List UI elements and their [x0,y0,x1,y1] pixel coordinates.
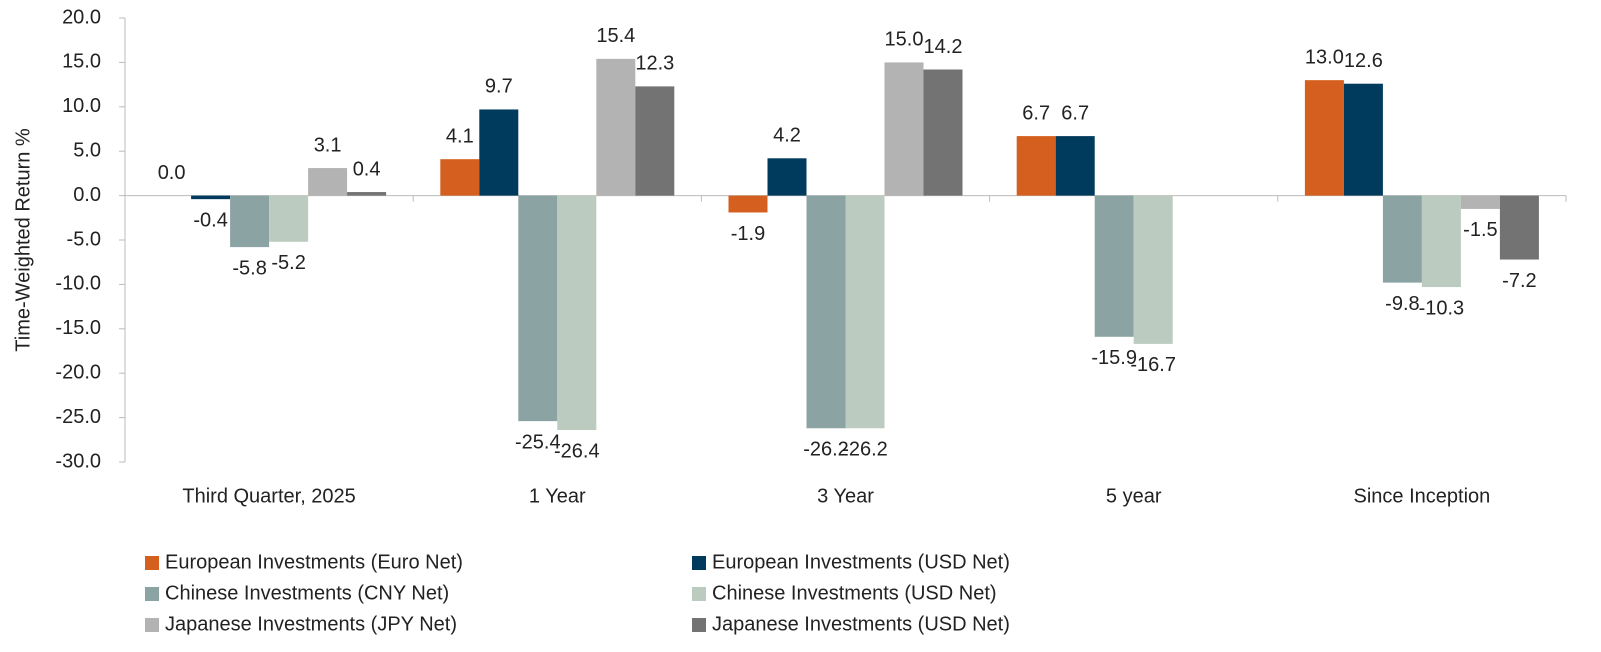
bar [479,109,519,196]
bar [308,168,348,196]
y-tick-label: 20.0 [62,6,101,28]
bar [518,195,558,422]
bar [557,195,597,431]
data-label: -5.8 [232,257,266,279]
data-label: -26.2 [842,439,888,461]
bar [191,195,231,200]
data-label: -15.9 [1091,347,1137,369]
x-tick-label: 1 Year [529,485,586,507]
bar [806,195,846,429]
data-label: 12.3 [635,53,674,75]
y-tick-label: -25.0 [55,406,101,428]
y-tick-label: 10.0 [62,95,101,117]
bar [923,69,963,196]
bar [845,195,885,429]
legend-label: European Investments (Euro Net) [165,551,463,573]
bar [1304,80,1344,196]
bar [1016,136,1056,196]
y-tick-label: -20.0 [55,361,101,383]
legend-swatch [145,587,159,601]
data-label: 15.0 [885,29,924,51]
legend-label: European Investments (USD Net) [712,551,1010,573]
y-tick-label: 15.0 [62,51,101,73]
bar [1460,195,1500,209]
bar [1421,195,1461,288]
data-label: -1.5 [1463,219,1497,241]
x-tick-label: 5 year [1106,485,1162,507]
bar [1055,136,1095,196]
data-label: -16.7 [1130,354,1176,376]
legend-label: Chinese Investments (USD Net) [712,582,997,604]
data-label: 4.1 [446,125,474,147]
data-label: -0.4 [193,209,227,231]
data-label: 9.7 [485,76,513,98]
data-label: 6.7 [1061,102,1089,124]
bar [440,159,480,196]
x-tick-label: 3 Year [817,485,874,507]
y-tick-label: -10.0 [55,273,101,295]
bar [767,158,807,196]
bar [230,195,270,248]
y-tick-label: -15.0 [55,317,101,339]
data-label: 4.2 [773,125,801,147]
data-label: -1.9 [731,223,765,245]
y-tick-label: -5.0 [67,228,101,250]
data-label: -26.4 [554,440,600,462]
bar [1094,195,1134,337]
legend-swatch [692,556,706,570]
legend-label: Chinese Investments (CNY Net) [165,582,449,604]
bar [269,195,309,242]
data-label: 14.2 [924,36,963,58]
legend-swatch [692,618,706,632]
bar [596,58,636,196]
legend-label: Japanese Investments (USD Net) [712,613,1010,635]
data-label: -9.8 [1385,293,1419,315]
bar [728,195,768,213]
data-label: 15.4 [596,25,635,47]
bar [347,192,387,196]
bar [1499,195,1539,260]
data-label: 6.7 [1022,102,1050,124]
data-label: 12.6 [1344,50,1383,72]
y-axis-title: Time-Weighted Return % [12,128,34,352]
data-label: 0.0 [158,162,186,184]
legend-swatch [145,556,159,570]
data-label: -10.3 [1419,297,1465,319]
data-label: 3.1 [314,134,342,156]
y-tick-label: 5.0 [73,139,101,161]
bar [1133,195,1173,344]
legend-swatch [692,587,706,601]
y-tick-label: -30.0 [55,450,101,472]
bar [1343,83,1383,196]
bar [1382,195,1422,283]
legend-label: Japanese Investments (JPY Net) [165,613,457,635]
data-label: -26.2 [803,439,849,461]
bar [635,86,675,196]
legend-swatch [145,618,159,632]
x-tick-label: Since Inception [1354,485,1491,507]
bar [884,62,924,196]
x-tick-label: Third Quarter, 2025 [182,485,355,507]
y-tick-label: 0.0 [73,184,101,206]
data-label: 0.4 [353,158,381,180]
data-label: -5.2 [271,252,305,274]
data-label: 13.0 [1305,46,1344,68]
data-label: -7.2 [1502,270,1536,292]
data-label: -25.4 [515,431,561,453]
